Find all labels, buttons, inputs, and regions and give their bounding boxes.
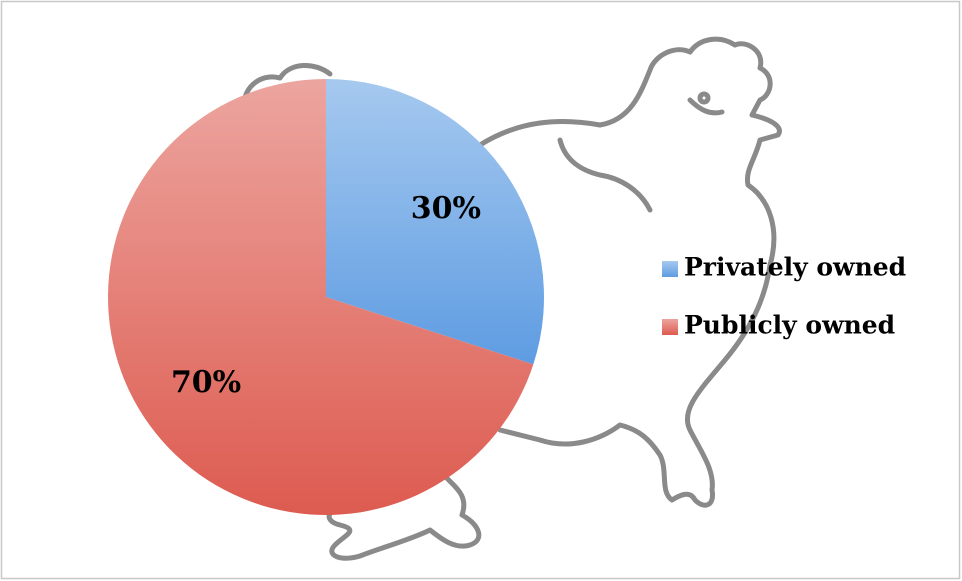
data-label: 70% [171, 365, 241, 400]
legend: Privately owned Publicly owned [662, 253, 906, 340]
legend-label: Publicly owned [684, 311, 895, 340]
legend-swatch [662, 261, 678, 277]
pie-slice [326, 79, 544, 365]
legend-label: Privately owned [684, 253, 906, 282]
legend-swatch [662, 319, 678, 335]
pie: 30% 70% [107, 79, 544, 515]
data-label: 30% [411, 191, 481, 226]
pie-slice [107, 79, 534, 515]
